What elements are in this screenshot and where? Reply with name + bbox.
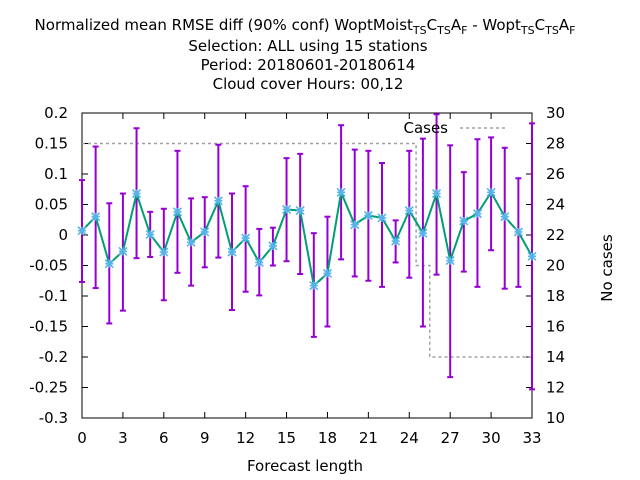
y2-tick-label: 16	[546, 318, 565, 336]
y-tick-label: 0.15	[35, 135, 68, 153]
title-line-1-part: S	[528, 24, 535, 37]
data-point	[131, 188, 142, 199]
data-point	[404, 206, 414, 216]
data-point	[213, 196, 223, 206]
data-point	[445, 256, 455, 266]
y2-tick-label: 28	[546, 135, 565, 153]
title-line-1: Normalized mean RMSE diff (90% conf) Wop…	[35, 16, 576, 37]
data-point	[391, 236, 401, 246]
title-line4: Cloud cover Hours: 00,12	[213, 75, 404, 93]
title-line-1-prefix: Normalized mean RMSE diff (90% conf) Wop…	[35, 16, 413, 34]
title-line2: Selection: ALL using 15 stations	[188, 37, 427, 55]
data-point	[322, 268, 333, 278]
data-point	[418, 228, 428, 238]
rmse-diff-series	[77, 187, 537, 291]
y2-tick-label: 18	[546, 287, 565, 305]
title-line-1-part: C	[427, 16, 437, 34]
title-line-1-part: A	[559, 16, 570, 34]
title-line-1-part: T	[412, 24, 420, 37]
x-tick-label: 18	[318, 429, 337, 447]
title-line-1-part: F	[569, 24, 575, 37]
title-line-1-part: S	[444, 24, 451, 37]
data-point	[186, 237, 196, 247]
y2-tick-label: 12	[546, 379, 565, 397]
x-tick-label: 6	[159, 429, 169, 447]
y2-axis-label: No cases	[598, 234, 616, 302]
data-point	[486, 187, 496, 197]
y-tick-label: -0.1	[39, 287, 68, 305]
data-point	[500, 212, 510, 222]
data-point	[118, 246, 128, 257]
title-line-1-part: S	[420, 24, 427, 37]
data-point	[227, 247, 237, 257]
y-tick-label: -0.3	[39, 409, 68, 427]
x-axis-label: Forecast length	[247, 457, 363, 475]
legend: Cases	[403, 119, 506, 137]
title-line-1-part: T	[436, 24, 444, 37]
x-tick-label: 15	[277, 429, 296, 447]
data-point	[145, 229, 155, 239]
x-axis-ticks: 0 3 6 9 12 15 18 21 24 27 30 33	[77, 113, 542, 447]
title-line-1-part: T	[544, 24, 552, 37]
x-tick-label: 27	[441, 429, 460, 447]
x-tick-label: 33	[522, 429, 541, 447]
y-tick-label: 0.05	[35, 196, 68, 214]
y2-axis-ticks: 30 28 26 24 22 20 18 16 14 12 10	[546, 104, 565, 427]
title-line-1-part: F	[461, 24, 467, 37]
data-point	[459, 216, 469, 226]
y2-tick-label: 10	[546, 409, 565, 427]
data-point	[472, 209, 483, 219]
data-point	[268, 241, 278, 251]
y-tick-label: 0.2	[44, 104, 68, 122]
data-point	[159, 247, 169, 257]
y2-tick-label: 20	[546, 257, 565, 275]
data-point	[172, 207, 183, 217]
data-point	[363, 210, 373, 221]
x-tick-label: 0	[77, 429, 87, 447]
title-line-1-part: T	[520, 24, 528, 37]
y-tick-label: -0.15	[29, 318, 68, 336]
x-tick-label: 21	[359, 429, 378, 447]
data-point	[431, 188, 442, 199]
y-tick-label: -0.25	[29, 379, 68, 397]
data-point	[77, 226, 87, 236]
data-point	[91, 212, 101, 222]
x-tick-label: 30	[482, 429, 501, 447]
legend-label: Cases	[403, 119, 448, 137]
y2-tick-label: 22	[546, 226, 565, 244]
data-point	[200, 227, 210, 237]
x-tick-label: 24	[400, 429, 419, 447]
y-axis-ticks: 0.2 0.15 0.1 0.05 0 -0.05 -0.1 -0.15 -0.2 -0.25 -0…	[29, 104, 532, 427]
data-point	[309, 281, 319, 291]
y-tick-label: -0.2	[39, 348, 68, 366]
y-tick-label: 0.1	[44, 165, 68, 183]
chart-title: Normalized mean RMSE diff (90% conf) Wop…	[35, 16, 576, 93]
y2-tick-label: 30	[546, 104, 565, 122]
data-point	[336, 187, 346, 197]
data-point	[241, 233, 251, 243]
title-line3: Period: 20180601-20180614	[201, 56, 416, 74]
title-line-1-part: A	[451, 16, 462, 34]
data-point	[527, 251, 537, 261]
y-tick-label: -0.05	[29, 257, 68, 275]
y2-tick-label: 24	[546, 196, 565, 214]
data-point	[513, 227, 523, 237]
data-point	[104, 259, 114, 269]
title-line-1-part: - Wopt	[467, 16, 521, 34]
y2-tick-label: 26	[546, 165, 565, 183]
y2-tick-label: 14	[546, 348, 565, 366]
x-tick-label: 3	[118, 429, 128, 447]
y-tick-label: 0	[58, 226, 68, 244]
title-line-1-part: C	[535, 16, 545, 34]
data-point	[350, 220, 360, 230]
data-point	[295, 206, 305, 216]
data-point	[254, 257, 264, 268]
x-tick-label: 12	[236, 429, 255, 447]
x-tick-label: 9	[200, 429, 210, 447]
title-line-1-part: S	[552, 24, 559, 37]
data-point	[281, 204, 292, 214]
data-point	[377, 213, 387, 223]
mean-line	[81, 188, 533, 288]
